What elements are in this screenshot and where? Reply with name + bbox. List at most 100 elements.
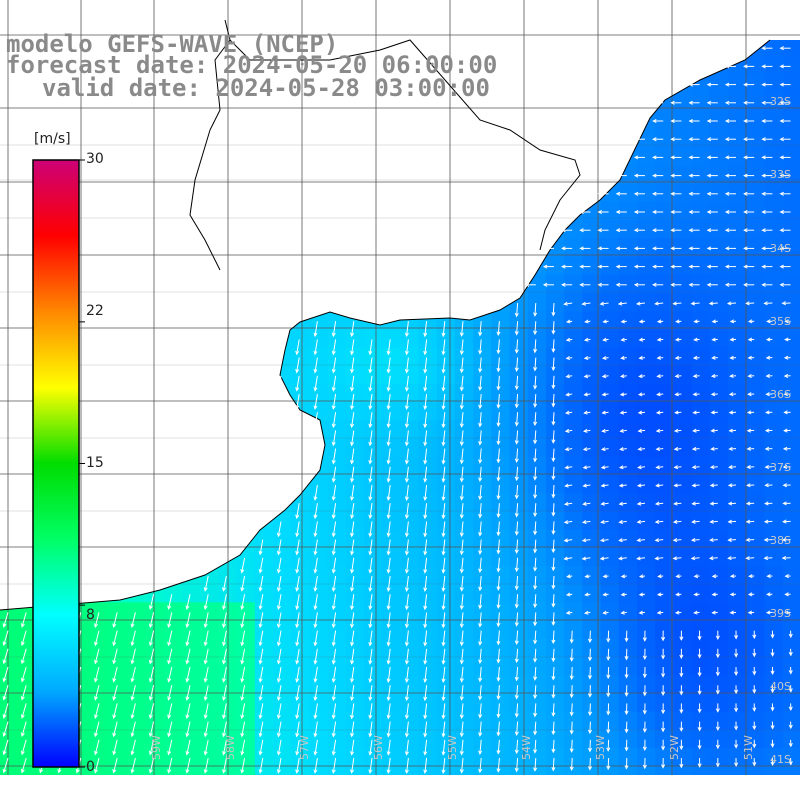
wind-vector: [690, 537, 700, 543]
field-cell: [655, 183, 674, 203]
field-cell: [182, 766, 201, 775]
field-cell: [637, 620, 656, 640]
field-cell: [637, 293, 656, 312]
field-cell: [673, 475, 693, 494]
wind-vector: [313, 412, 318, 429]
wind-vector: [423, 612, 428, 629]
wind-vector: [724, 228, 736, 233]
wind-vector: [423, 666, 428, 683]
field-cell: [637, 638, 656, 658]
field-cell: [509, 329, 529, 349]
wind-vector: [533, 539, 538, 554]
field-cell: [309, 675, 329, 694]
field-cell: [127, 657, 147, 676]
wind-vector: [404, 393, 409, 410]
wind-vector: [94, 721, 100, 738]
wind-vector: [551, 575, 556, 590]
wind-vector: [746, 465, 755, 470]
field-cell: [546, 620, 565, 640]
latitude-label: 33S: [770, 168, 791, 181]
wind-vector: [561, 264, 573, 269]
wind-vector: [688, 155, 700, 160]
wind-vector: [368, 666, 373, 683]
field-cell: [436, 657, 456, 676]
wind-vector: [551, 666, 556, 681]
wind-vector: [729, 355, 737, 360]
field-cell: [564, 329, 583, 349]
field-cell: [382, 475, 401, 494]
wind-vector: [478, 757, 483, 774]
wind-vector: [514, 339, 519, 354]
wind-vector: [745, 501, 755, 506]
wind-vector: [130, 703, 136, 720]
field-cell: [436, 529, 456, 549]
wind-vector: [350, 721, 355, 738]
wind-vector: [130, 630, 136, 647]
wind-vector: [563, 556, 573, 561]
wind-vector: [331, 448, 337, 465]
wind-vector: [728, 465, 737, 470]
wind-vector: [601, 355, 609, 360]
field-cell: [145, 602, 165, 622]
field-cell: [200, 675, 219, 694]
wind-vector: [708, 301, 718, 306]
wind-vector: [514, 484, 519, 500]
wind-vector: [724, 173, 736, 178]
field-cell: [618, 529, 638, 549]
field-cell: [473, 529, 492, 549]
wind-vector: [295, 375, 300, 392]
wind-vector: [148, 703, 155, 720]
field-cell: [182, 711, 201, 731]
field-cell: [418, 438, 438, 458]
wind-vector: [688, 173, 700, 178]
wind-vector: [148, 594, 155, 610]
wind-vector: [709, 501, 718, 506]
wind-vector: [386, 521, 391, 538]
wind-vector: [688, 137, 700, 142]
wind-vector: [350, 703, 355, 720]
field-cell: [473, 402, 492, 421]
field-cell: [746, 711, 765, 731]
field-cell: [600, 675, 620, 694]
wind-vector: [94, 630, 100, 647]
field-cell: [618, 511, 638, 531]
field-cell: [655, 511, 674, 531]
field-cell: [364, 529, 383, 549]
wind-vector: [533, 393, 538, 408]
wind-vector: [583, 392, 591, 397]
wind-vector: [130, 666, 136, 683]
field-cell: [764, 365, 784, 385]
field-cell: [582, 329, 602, 349]
field-cell: [309, 547, 329, 567]
field-cell: [455, 602, 474, 622]
wind-vector: [655, 483, 664, 488]
field-cell: [709, 92, 729, 112]
wind-vector: [779, 173, 791, 178]
field-cell: [527, 566, 547, 585]
field-cell: [637, 147, 656, 167]
wind-vector: [167, 757, 173, 774]
field-cell: [236, 638, 256, 658]
wind-vector: [185, 703, 191, 720]
field-cell: [91, 657, 110, 676]
field-cell: [163, 620, 183, 640]
wind-vector: [514, 302, 519, 318]
wind-vector: [20, 612, 27, 628]
field-cell: [527, 329, 547, 349]
field-cell: [309, 620, 329, 640]
wind-vector: [697, 757, 702, 768]
field-cell: [436, 675, 456, 694]
wind-vector: [295, 521, 300, 538]
field-cell: [364, 475, 383, 494]
field-cell: [782, 256, 800, 276]
wind-vector: [368, 594, 373, 611]
wind-vector: [670, 155, 682, 160]
wind-vector: [770, 685, 775, 694]
wind-vector: [441, 393, 446, 411]
wind-vector: [222, 575, 227, 592]
field-cell: [782, 129, 800, 148]
field-cell: [600, 420, 620, 440]
wind-vector: [331, 375, 337, 392]
longitude-label: 53W: [594, 735, 607, 760]
wind-vector: [222, 757, 227, 774]
